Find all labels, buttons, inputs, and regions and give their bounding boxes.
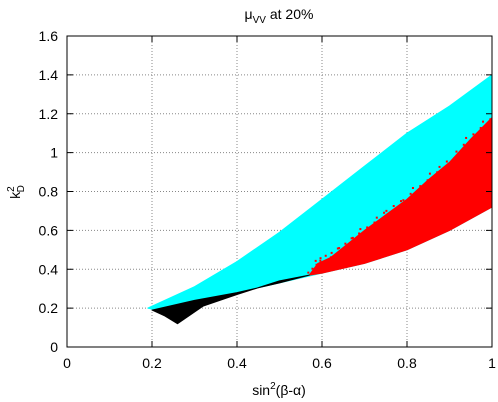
scatter-point xyxy=(479,127,482,130)
scatter-point xyxy=(366,226,369,229)
scatter-point xyxy=(453,157,456,160)
scatter-point xyxy=(315,263,318,266)
scatter-point xyxy=(472,133,475,136)
scatter-point xyxy=(428,172,431,175)
scatter-point xyxy=(344,242,347,245)
scatter-region-2 xyxy=(151,274,310,325)
scatter-point xyxy=(329,256,332,259)
scatter-point xyxy=(359,228,362,231)
x-tick-label: 0.2 xyxy=(142,355,162,371)
scatter-point xyxy=(436,171,439,174)
x-axis-label: sin2(β-α) xyxy=(252,381,306,398)
y-axis-label-base: k xyxy=(7,191,23,199)
scatter-point xyxy=(385,209,388,212)
x-axis-label-base: sin xyxy=(252,382,270,398)
scatter-point xyxy=(311,267,314,270)
scatter-point xyxy=(392,204,395,207)
scatter-point xyxy=(336,247,339,250)
y-tick-label: 0 xyxy=(50,339,58,355)
scatter-point xyxy=(338,247,341,250)
y-axis-label-subscript: D xyxy=(16,185,27,192)
y-tick-label: 1.2 xyxy=(39,106,59,122)
scatter-point xyxy=(319,259,322,262)
scatter-point xyxy=(383,211,386,214)
scatter-regions xyxy=(147,74,493,325)
scatter-point xyxy=(465,136,468,139)
scatter-point xyxy=(409,192,412,195)
scatter-point xyxy=(330,251,333,254)
scatter-point xyxy=(489,118,492,121)
scatter-point xyxy=(373,221,376,224)
x-axis-label-rest: (β-α) xyxy=(276,382,306,398)
x-tick-label: 0.6 xyxy=(312,355,332,371)
x-tick-label: 0.4 xyxy=(227,355,247,371)
chart-title-rest: at 20% xyxy=(266,6,313,22)
x-tick-label: 1 xyxy=(488,355,496,371)
scatter-point xyxy=(426,179,429,182)
y-tick-label: 1.6 xyxy=(39,28,59,44)
scatter-region-1 xyxy=(308,117,493,276)
scatter-point xyxy=(462,143,465,146)
scatter-point xyxy=(411,186,414,189)
scatter-point xyxy=(307,271,310,274)
scatter-point xyxy=(324,254,327,257)
y-tick-label: 0.6 xyxy=(39,222,59,238)
scatter-point xyxy=(445,160,448,163)
scatter-point xyxy=(419,185,422,188)
scatter-point xyxy=(482,120,485,123)
y-tick-label: 0.4 xyxy=(39,261,59,277)
x-tick-label: 0 xyxy=(63,355,71,371)
x-tick-label: 0.8 xyxy=(397,355,417,371)
scatter-point xyxy=(314,259,317,262)
chart-title: μVV at 20% xyxy=(245,6,314,26)
axis-ticks: 0 0.2 0.4 0.6 0.8 1 0 0.2 0.4 0.6 0.8 1 1.2 1.4 1.6 xyxy=(39,28,497,371)
scatter-point xyxy=(400,200,403,203)
scatter-point xyxy=(319,257,322,260)
chart-title-subscript: VV xyxy=(253,15,267,26)
chart-title-symbol: μ xyxy=(245,6,253,22)
y-tick-label: 0.2 xyxy=(39,300,59,316)
scatter-point xyxy=(351,236,354,239)
scatter-point xyxy=(375,216,378,219)
y-axis-label-superscript: 2 xyxy=(6,186,17,192)
scatter-point xyxy=(438,165,441,168)
scatter-point xyxy=(455,150,458,153)
y-axis-label: k2D xyxy=(6,185,27,199)
x-axis-label-superscript: 2 xyxy=(270,381,276,392)
scatter-point xyxy=(350,237,353,240)
y-tick-label: 1 xyxy=(50,145,58,161)
y-tick-label: 0.8 xyxy=(39,184,59,200)
y-tick-label: 1.4 xyxy=(39,67,59,83)
scatter-point xyxy=(402,199,405,202)
scatter-point xyxy=(358,232,361,235)
